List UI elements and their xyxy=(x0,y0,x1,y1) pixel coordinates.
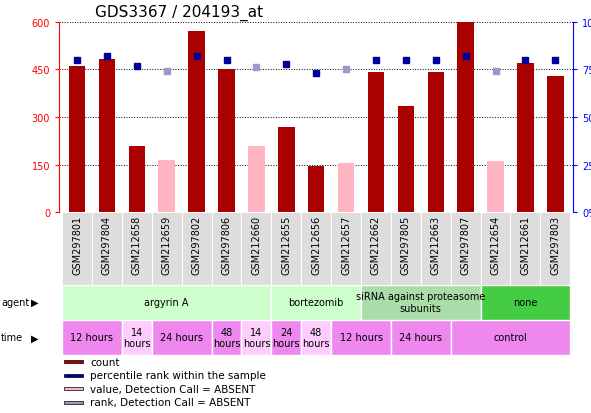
Bar xyxy=(331,213,361,285)
Bar xyxy=(511,213,540,285)
Bar xyxy=(122,213,152,285)
Text: 12 hours: 12 hours xyxy=(70,332,113,343)
Bar xyxy=(421,213,451,285)
Bar xyxy=(480,285,570,320)
Text: GDS3367 / 204193_at: GDS3367 / 204193_at xyxy=(95,5,263,21)
Text: count: count xyxy=(90,357,120,367)
Bar xyxy=(248,146,265,213)
Bar xyxy=(271,320,301,355)
Text: value, Detection Call = ABSENT: value, Detection Call = ABSENT xyxy=(90,384,256,394)
Text: 24 hours: 24 hours xyxy=(400,332,442,343)
Bar xyxy=(242,320,271,355)
Bar xyxy=(451,320,570,355)
Bar xyxy=(92,213,122,285)
Text: time: time xyxy=(1,332,23,343)
Bar xyxy=(218,70,235,213)
Bar xyxy=(301,320,331,355)
Text: GSM212654: GSM212654 xyxy=(491,215,501,274)
Text: none: none xyxy=(513,297,538,308)
Bar xyxy=(69,66,85,213)
Bar xyxy=(212,213,242,285)
Bar xyxy=(271,285,361,320)
Text: control: control xyxy=(493,332,527,343)
Text: argyrin A: argyrin A xyxy=(144,297,189,308)
Text: 48
hours: 48 hours xyxy=(213,327,241,349)
Bar xyxy=(451,213,480,285)
Bar xyxy=(331,320,391,355)
Bar xyxy=(368,72,384,213)
Bar xyxy=(62,213,92,285)
Bar xyxy=(271,213,301,285)
Bar xyxy=(64,361,83,363)
Text: 14
hours: 14 hours xyxy=(243,327,270,349)
Bar xyxy=(547,76,564,213)
Text: GSM297801: GSM297801 xyxy=(72,215,82,274)
Bar xyxy=(152,213,181,285)
Text: GSM212661: GSM212661 xyxy=(521,215,531,274)
Bar xyxy=(64,401,83,404)
Text: 12 hours: 12 hours xyxy=(339,332,382,343)
Bar xyxy=(64,387,83,390)
Text: GSM297804: GSM297804 xyxy=(102,215,112,274)
Bar xyxy=(480,213,511,285)
Text: bortezomib: bortezomib xyxy=(288,297,344,308)
Text: 24
hours: 24 hours xyxy=(272,327,300,349)
Bar xyxy=(212,320,242,355)
Bar xyxy=(361,285,480,320)
Text: GSM297803: GSM297803 xyxy=(550,215,560,274)
Text: GSM297806: GSM297806 xyxy=(222,215,232,274)
Bar xyxy=(242,213,271,285)
Text: GSM212663: GSM212663 xyxy=(431,215,441,274)
Text: GSM212657: GSM212657 xyxy=(341,215,351,274)
Text: GSM212662: GSM212662 xyxy=(371,215,381,274)
Bar xyxy=(122,320,152,355)
Text: GSM212660: GSM212660 xyxy=(251,215,261,274)
Bar xyxy=(62,285,271,320)
Text: percentile rank within the sample: percentile rank within the sample xyxy=(90,370,267,380)
Text: 48
hours: 48 hours xyxy=(303,327,330,349)
Bar xyxy=(278,127,294,213)
Text: rank, Detection Call = ABSENT: rank, Detection Call = ABSENT xyxy=(90,397,251,407)
Text: 24 hours: 24 hours xyxy=(160,332,203,343)
Bar xyxy=(308,167,324,213)
Text: GSM297802: GSM297802 xyxy=(191,215,202,274)
Bar xyxy=(181,213,212,285)
Bar xyxy=(152,320,212,355)
Text: agent: agent xyxy=(1,297,30,308)
Text: ▶: ▶ xyxy=(31,332,38,343)
Bar xyxy=(99,59,115,213)
Text: GSM212656: GSM212656 xyxy=(311,215,321,274)
Bar xyxy=(62,320,122,355)
Bar xyxy=(64,374,83,377)
Bar xyxy=(427,72,444,213)
Text: 14
hours: 14 hours xyxy=(123,327,151,349)
Bar xyxy=(338,164,354,213)
Text: GSM297805: GSM297805 xyxy=(401,215,411,274)
Bar xyxy=(158,160,175,213)
Bar xyxy=(361,213,391,285)
Bar xyxy=(488,162,504,213)
Bar xyxy=(129,146,145,213)
Text: GSM212658: GSM212658 xyxy=(132,215,142,274)
Text: siRNA against proteasome
subunits: siRNA against proteasome subunits xyxy=(356,292,485,313)
Bar xyxy=(517,64,534,213)
Text: ▶: ▶ xyxy=(31,297,38,308)
Bar xyxy=(391,320,451,355)
Text: GSM297807: GSM297807 xyxy=(460,215,470,274)
Text: GSM212655: GSM212655 xyxy=(281,215,291,274)
Text: GSM212659: GSM212659 xyxy=(162,215,172,274)
Bar xyxy=(189,32,205,213)
Bar xyxy=(398,107,414,213)
Bar xyxy=(540,213,570,285)
Bar xyxy=(391,213,421,285)
Bar xyxy=(301,213,331,285)
Bar xyxy=(457,23,474,213)
